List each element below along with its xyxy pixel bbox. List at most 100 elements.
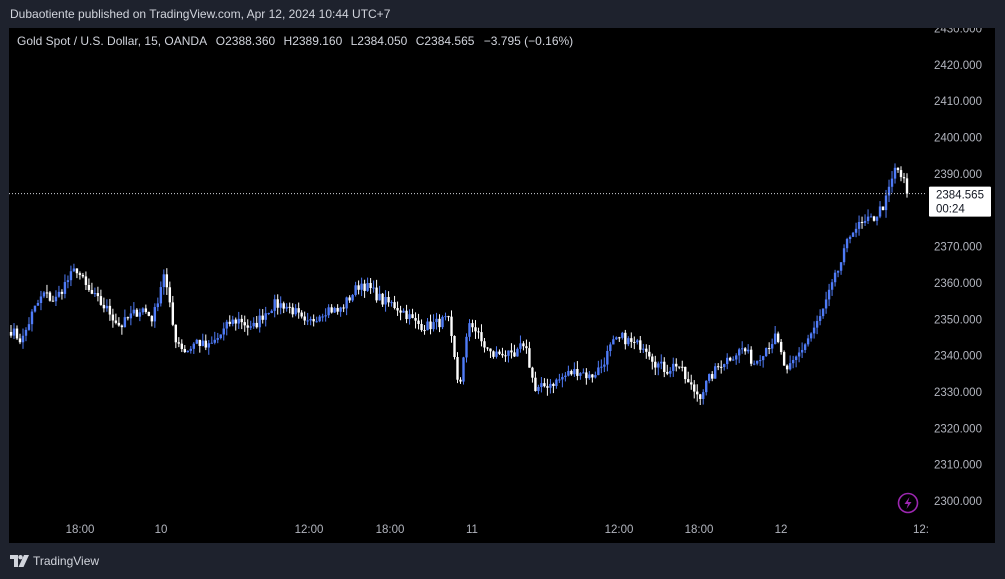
price-tick-label: 2340.000: [934, 351, 982, 363]
candle-body: [860, 221, 864, 223]
candle-body: [702, 392, 705, 399]
candle-body: [612, 339, 615, 345]
candle-body: [69, 271, 73, 281]
candle-body: [141, 308, 145, 313]
candle-body: [396, 308, 399, 311]
candle-body: [384, 296, 387, 305]
candle-body: [240, 318, 243, 323]
candle-body: [288, 306, 291, 308]
time-axis[interactable]: 18:00 10 12:00 18:00 11 12:00 18:00 12 12:: [66, 524, 929, 536]
candle: [755, 360, 759, 366]
candle: [600, 359, 603, 374]
chart-pane[interactable]: 2300.000 2310.000 2320.000 2330.000 2340.000…: [9, 28, 995, 543]
candle: [773, 326, 777, 345]
candle: [678, 366, 681, 370]
candle-body: [27, 324, 31, 330]
candle: [231, 315, 234, 327]
candle-body: [429, 321, 432, 330]
candle: [165, 268, 169, 295]
candle-body: [138, 312, 142, 317]
candle-body: [369, 283, 372, 289]
footer: TradingView: [0, 543, 1005, 579]
candle: [240, 314, 243, 330]
candle: [465, 333, 468, 363]
candle-body: [827, 289, 831, 300]
candle: [764, 347, 768, 357]
candle: [776, 331, 780, 344]
candle-body: [96, 293, 100, 297]
legend-close-label: C: [416, 34, 425, 48]
candlestick-chart[interactable]: 2300.000 2310.000 2320.000 2330.000 2340.000…: [9, 28, 995, 543]
candle: [696, 384, 699, 402]
candle: [642, 343, 645, 353]
candle-body: [782, 352, 786, 366]
tradingview-logo[interactable]: TradingView: [10, 554, 99, 568]
candle: [339, 306, 342, 317]
candle: [468, 319, 471, 342]
candle-body: [717, 366, 720, 368]
candle-body: [501, 353, 504, 356]
candle: [291, 303, 294, 318]
candle: [761, 355, 765, 368]
candle: [216, 332, 219, 344]
candle: [534, 371, 537, 392]
candle-body: [123, 317, 127, 328]
candles-layer: [9, 163, 909, 406]
candle: [552, 382, 555, 394]
candle-body: [99, 296, 103, 305]
candle: [81, 272, 85, 279]
candle: [417, 313, 420, 330]
candle-body: [791, 359, 795, 364]
candle-body: [726, 357, 729, 365]
candle: [690, 374, 693, 390]
candle: [351, 294, 354, 303]
candle: [321, 313, 324, 322]
candle-body: [468, 323, 471, 337]
candle-body: [459, 379, 462, 382]
candle: [567, 365, 570, 377]
candle: [675, 358, 678, 372]
candle-body: [21, 335, 25, 343]
candle: [663, 357, 666, 378]
price-axis[interactable]: 2300.000 2310.000 2320.000 2330.000 2340.000…: [934, 28, 982, 508]
candle-body: [450, 316, 453, 337]
candle-body: [111, 314, 115, 321]
candle: [75, 268, 79, 279]
candle-body: [36, 303, 40, 306]
candle: [525, 339, 528, 354]
candle: [288, 302, 291, 314]
candle: [839, 262, 843, 275]
candle-body: [743, 348, 747, 352]
candle-body: [285, 306, 288, 309]
candle: [60, 289, 64, 300]
candle-body: [681, 366, 684, 368]
candle: [435, 312, 438, 330]
candle-body: [708, 374, 711, 381]
candle-body: [33, 305, 37, 312]
time-tick-label: 12:00: [295, 524, 324, 536]
candle: [264, 306, 267, 327]
candle-body: [135, 309, 139, 317]
candle-body: [896, 167, 900, 171]
candle-body: [525, 346, 528, 349]
candle: [63, 274, 67, 299]
candle: [234, 317, 237, 331]
price-tick-label: 2310.000: [934, 460, 982, 472]
candle: [791, 355, 795, 369]
candle-body: [90, 290, 94, 294]
candle-body: [45, 292, 49, 294]
candle: [794, 355, 798, 368]
candle: [681, 360, 684, 372]
candle: [672, 357, 675, 377]
candle-body: [231, 319, 234, 324]
candle-body: [477, 331, 480, 333]
candle-body: [177, 342, 181, 344]
candle: [414, 312, 417, 329]
lightning-icon[interactable]: [897, 492, 919, 514]
candle-body: [570, 370, 573, 375]
candle: [612, 335, 615, 345]
candle-body: [863, 220, 867, 223]
candle-body: [147, 311, 151, 316]
price-tick-label: 2320.000: [934, 423, 982, 435]
candle: [603, 357, 606, 373]
